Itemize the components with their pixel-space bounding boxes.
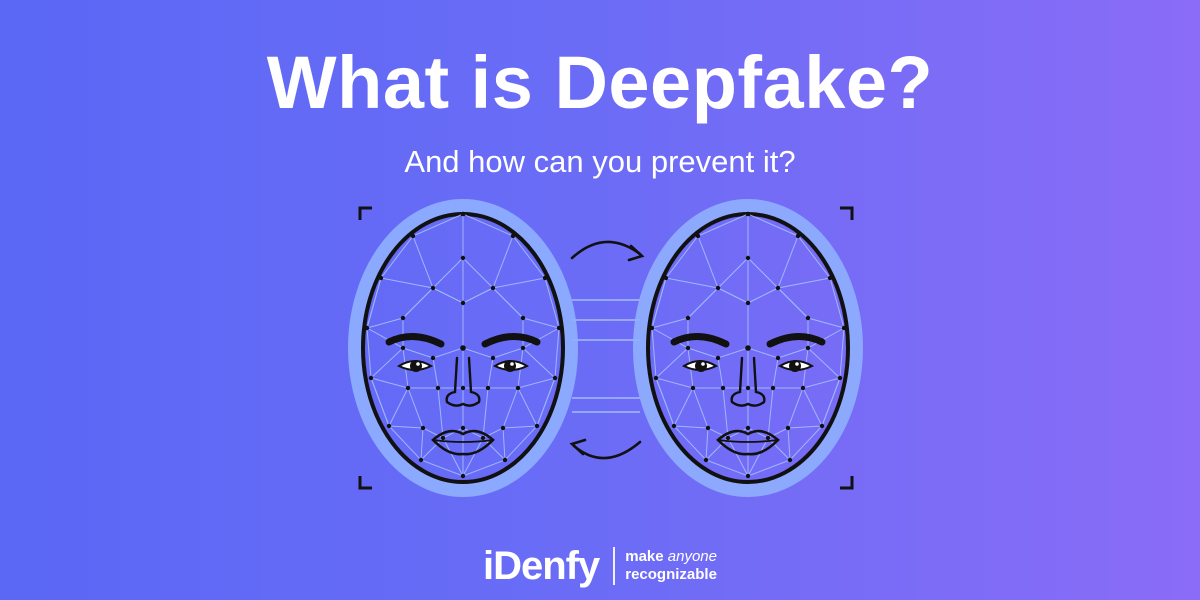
scan-frame-corner-icon [358, 206, 854, 490]
page-title: What is Deepfake? [266, 41, 934, 124]
tagline-recognizable: recognizable [625, 566, 717, 583]
brand-tagline: make anyone recognizable [625, 548, 717, 584]
swap-arrow-top-icon [570, 240, 645, 262]
page-subtitle: And how can you prevent it? [404, 144, 796, 179]
face-mesh-left-icon [355, 206, 571, 490]
brand-logo: iDenfy make anyone recognizable [0, 542, 1200, 590]
tagline-make: make [625, 548, 664, 565]
swap-arrow-bottom-icon [569, 438, 642, 460]
logo-divider [613, 547, 616, 585]
tagline-anyone: anyone [667, 548, 717, 565]
brand-wordmark: iDenfy [482, 543, 600, 588]
face-mesh-right-icon [640, 206, 856, 490]
